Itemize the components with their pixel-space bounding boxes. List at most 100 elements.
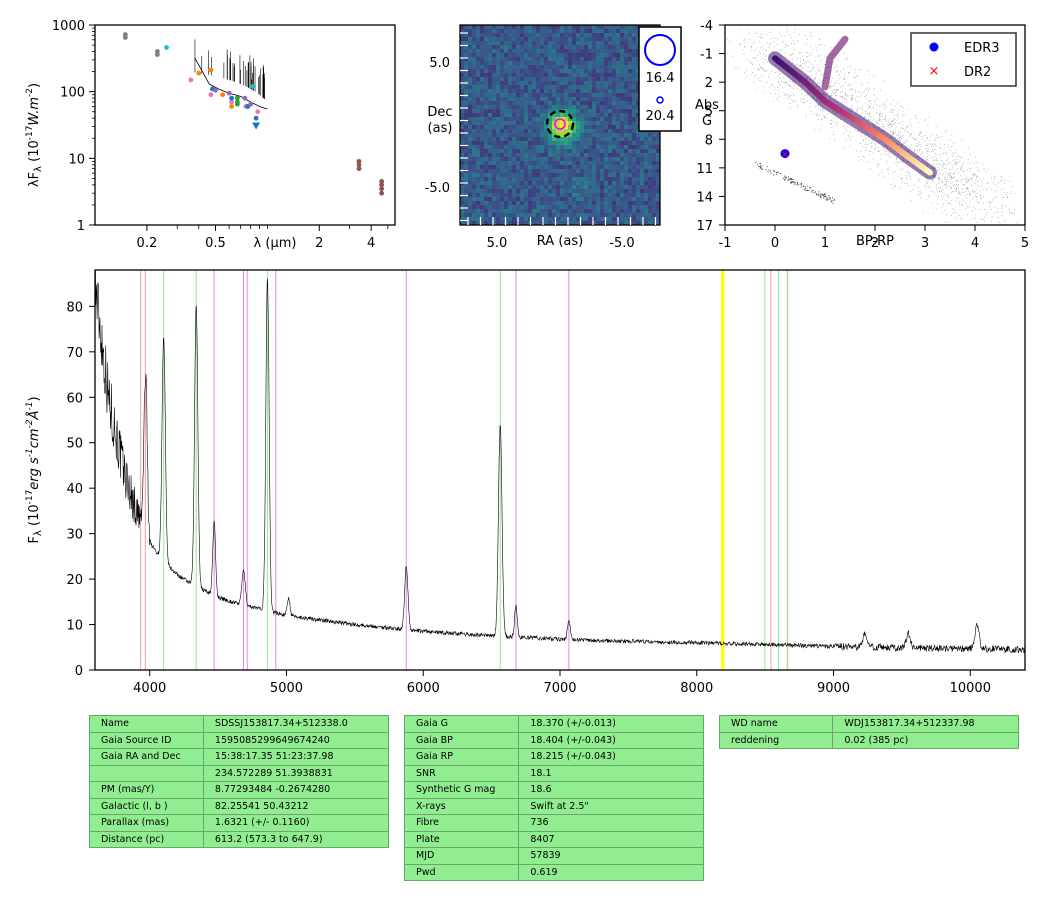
image-pixel [476, 65, 481, 70]
hr-field-star [820, 74, 822, 76]
hr-field-star [965, 202, 967, 204]
image-pixel [504, 45, 509, 50]
image-pixel [520, 209, 525, 214]
image-pixel [576, 169, 581, 174]
image-pixel [532, 57, 537, 62]
image-pixel [616, 97, 621, 102]
image-pixel [596, 93, 601, 98]
image-pixel [536, 33, 541, 38]
hr-field-star [889, 122, 891, 124]
image-pixel [624, 49, 629, 54]
image-pixel [548, 49, 553, 54]
hr-field-star [892, 132, 894, 134]
image-pixel [528, 197, 533, 202]
image-pixel [576, 213, 581, 218]
hr-field-star [941, 136, 943, 137]
image-pixel [544, 61, 549, 66]
sed-point [250, 83, 255, 89]
image-pixel [588, 97, 593, 102]
image-pixel [488, 197, 493, 202]
image-pixel [600, 101, 605, 106]
hr-field-star [918, 134, 919, 136]
hr-field-star [970, 168, 971, 169]
image-pixel [484, 101, 489, 106]
image-pixel [496, 113, 501, 118]
info-middle-value: 18.404 (+/-0.043) [518, 731, 704, 749]
hr-wd-star [790, 179, 792, 180]
image-pixel [556, 165, 561, 170]
hr-field-star [854, 92, 856, 93]
hr-wd-star [827, 199, 829, 201]
image-pixel [616, 133, 621, 138]
image-pixel [604, 137, 609, 142]
image-pixel [620, 25, 625, 30]
image-pixel [628, 97, 633, 102]
hr-field-star [944, 131, 946, 133]
image-pixel [548, 217, 553, 222]
hr-field-star [941, 169, 943, 171]
image-pixel [560, 41, 565, 46]
hr-field-star [1014, 209, 1016, 210]
hr-field-star [973, 173, 975, 175]
image-pixel [528, 101, 533, 106]
hr-field-star [973, 163, 975, 165]
hr-field-star [880, 158, 882, 160]
hr-wd-star [777, 171, 779, 173]
image-pixel [540, 153, 545, 158]
image-pixel [556, 157, 561, 162]
info-middle-value: 18.6 [518, 781, 704, 799]
image-pixel [580, 73, 585, 78]
image-pixel [600, 221, 605, 225]
image-pixel [540, 117, 545, 122]
image-pixel [488, 129, 493, 134]
hr-wd-star [776, 171, 778, 173]
image-pixel [624, 193, 629, 198]
image-pixel [576, 125, 581, 130]
image-pixel [652, 149, 657, 154]
image-pixel [472, 217, 477, 222]
image-pixel [512, 209, 517, 214]
hr-field-star [1009, 212, 1010, 213]
image-pixel [512, 45, 517, 50]
image-pixel [620, 37, 625, 42]
hr-field-star [788, 58, 790, 60]
image-pixel [580, 33, 585, 38]
hr-field-star [785, 81, 787, 83]
image-pixel [592, 185, 597, 190]
hr-field-star [1000, 223, 1002, 225]
image-pixel [548, 69, 553, 74]
image-pixel [472, 25, 477, 30]
image-pixel [468, 89, 473, 94]
hr-field-star [817, 105, 819, 107]
image-pixel [572, 129, 577, 134]
image-pixel [476, 29, 481, 34]
hr-field-star [925, 148, 927, 150]
hr-field-star [878, 163, 880, 165]
image-pixel [604, 197, 609, 202]
image-pixel [568, 121, 573, 126]
image-pixel [520, 97, 525, 102]
image-pixel [512, 205, 517, 210]
hr-field-star [958, 188, 959, 190]
image-pixel [484, 193, 489, 198]
image-pixel [560, 217, 565, 222]
image-pixel [468, 125, 473, 130]
hr-field-star [790, 43, 792, 45]
hr-field-star [1014, 193, 1016, 194]
image-pixel [604, 37, 609, 42]
hr-field-star [898, 133, 900, 134]
spectrum-flux [95, 270, 1025, 654]
image-pixel [532, 53, 537, 58]
hr-field-star [964, 151, 966, 153]
image-pixel [568, 129, 573, 134]
image-pixel [652, 217, 657, 222]
hr-field-star [1007, 197, 1008, 198]
image-pixel [604, 61, 609, 66]
image-pixel [612, 213, 617, 218]
hr-field-star [786, 97, 788, 99]
image-pixel [616, 25, 621, 30]
image-pixel [592, 85, 597, 90]
image-pixel [484, 93, 489, 98]
sed-point [255, 109, 261, 115]
image-pixel [516, 73, 521, 78]
